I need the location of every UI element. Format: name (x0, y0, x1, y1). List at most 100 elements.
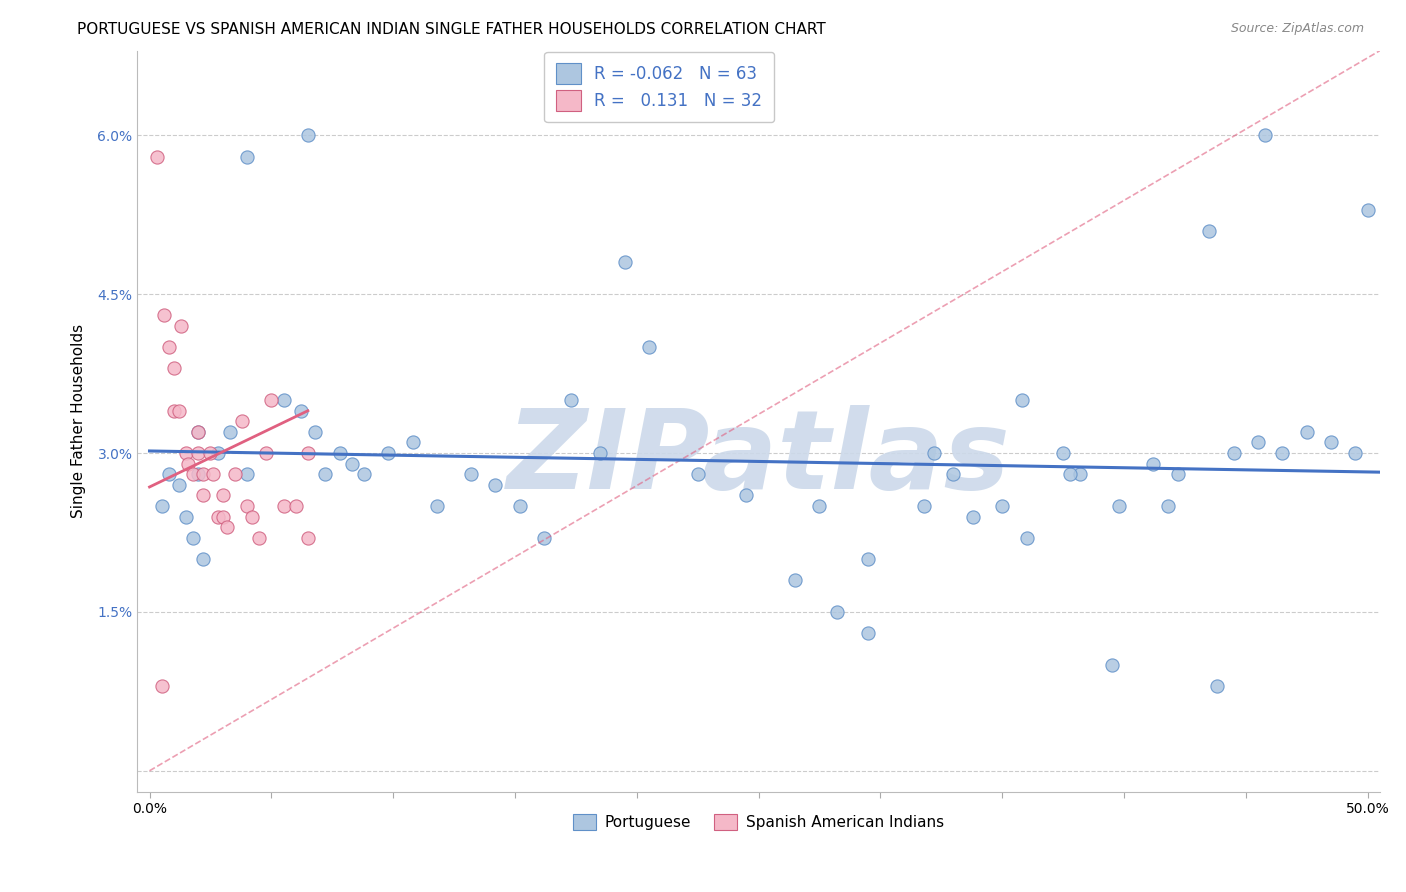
Point (1357, 202, 1379, 217)
Point (177, 457, 200, 471)
Point (236, 150, 259, 164)
Point (638, 340, 661, 354)
Point (825, 605, 848, 619)
Point (219, 425, 242, 439)
Point (340, 457, 363, 471)
Point (589, 446, 612, 460)
Y-axis label: Single Father Households: Single Father Households (72, 325, 86, 518)
Point (174, 509, 197, 524)
Point (1205, 679, 1227, 693)
Point (1015, 531, 1038, 545)
Point (1295, 425, 1317, 439)
Point (191, 467, 214, 482)
Point (912, 499, 935, 513)
Text: Source: ZipAtlas.com: Source: ZipAtlas.com (1230, 22, 1364, 36)
Point (856, 552, 879, 566)
Point (1101, 657, 1123, 672)
Point (236, 499, 259, 513)
Point (247, 531, 270, 545)
Point (191, 552, 214, 566)
Point (211, 509, 233, 524)
Point (187, 467, 209, 482)
Point (200, 446, 222, 460)
Point (297, 446, 319, 460)
Point (401, 435, 423, 450)
Point (991, 499, 1014, 513)
Point (217, 520, 239, 534)
Point (201, 467, 224, 482)
Point (1222, 446, 1244, 460)
Point (1108, 499, 1130, 513)
Point (1142, 457, 1164, 471)
Point (1059, 467, 1081, 482)
Point (183, 531, 205, 545)
Point (260, 393, 283, 408)
Point (211, 488, 233, 502)
Point (460, 467, 482, 482)
Point (1069, 467, 1091, 482)
Point (314, 467, 336, 482)
Point (187, 446, 209, 460)
Point (785, 573, 807, 587)
Point (1344, 446, 1367, 460)
Point (297, 531, 319, 545)
Point (174, 446, 197, 460)
Point (1254, 128, 1277, 143)
Point (163, 361, 186, 376)
Point (328, 446, 350, 460)
Point (856, 626, 879, 640)
Point (613, 255, 636, 269)
Point (290, 403, 312, 417)
Point (426, 499, 449, 513)
Point (1271, 446, 1294, 460)
Point (231, 414, 253, 428)
Point (484, 478, 506, 492)
Point (273, 499, 295, 513)
Point (157, 467, 180, 482)
Point (1247, 435, 1270, 450)
Point (187, 425, 209, 439)
Point (1052, 446, 1074, 460)
Point (962, 509, 984, 524)
Point (240, 509, 263, 524)
Point (157, 340, 180, 354)
Point (183, 467, 205, 482)
Point (273, 393, 295, 408)
Point (146, 150, 169, 164)
Point (187, 425, 209, 439)
Point (942, 467, 965, 482)
Point (1198, 224, 1220, 238)
Point (353, 467, 375, 482)
Point (1011, 393, 1033, 408)
Point (1320, 435, 1343, 450)
Point (150, 499, 173, 513)
Point (163, 403, 186, 417)
Point (224, 467, 246, 482)
Point (236, 467, 259, 482)
Point (377, 446, 399, 460)
Point (560, 393, 582, 408)
Legend: Portuguese, Spanish American Indians: Portuguese, Spanish American Indians (567, 808, 950, 836)
Point (153, 309, 176, 323)
Point (170, 318, 193, 333)
Point (1167, 467, 1189, 482)
Point (191, 488, 214, 502)
Point (735, 488, 758, 502)
Point (304, 425, 326, 439)
Point (686, 467, 709, 482)
Point (297, 128, 319, 143)
Point (509, 499, 531, 513)
Text: PORTUGUESE VS SPANISH AMERICAN INDIAN SINGLE FATHER HOUSEHOLDS CORRELATION CHART: PORTUGUESE VS SPANISH AMERICAN INDIAN SI… (77, 22, 827, 37)
Point (1157, 499, 1180, 513)
Point (150, 679, 173, 693)
Text: ZIPatlas: ZIPatlas (506, 405, 1011, 512)
Point (207, 509, 229, 524)
Point (256, 446, 278, 460)
Point (533, 531, 555, 545)
Point (808, 499, 831, 513)
Point (167, 403, 190, 417)
Point (284, 499, 307, 513)
Point (922, 446, 945, 460)
Point (207, 446, 229, 460)
Point (167, 478, 190, 492)
